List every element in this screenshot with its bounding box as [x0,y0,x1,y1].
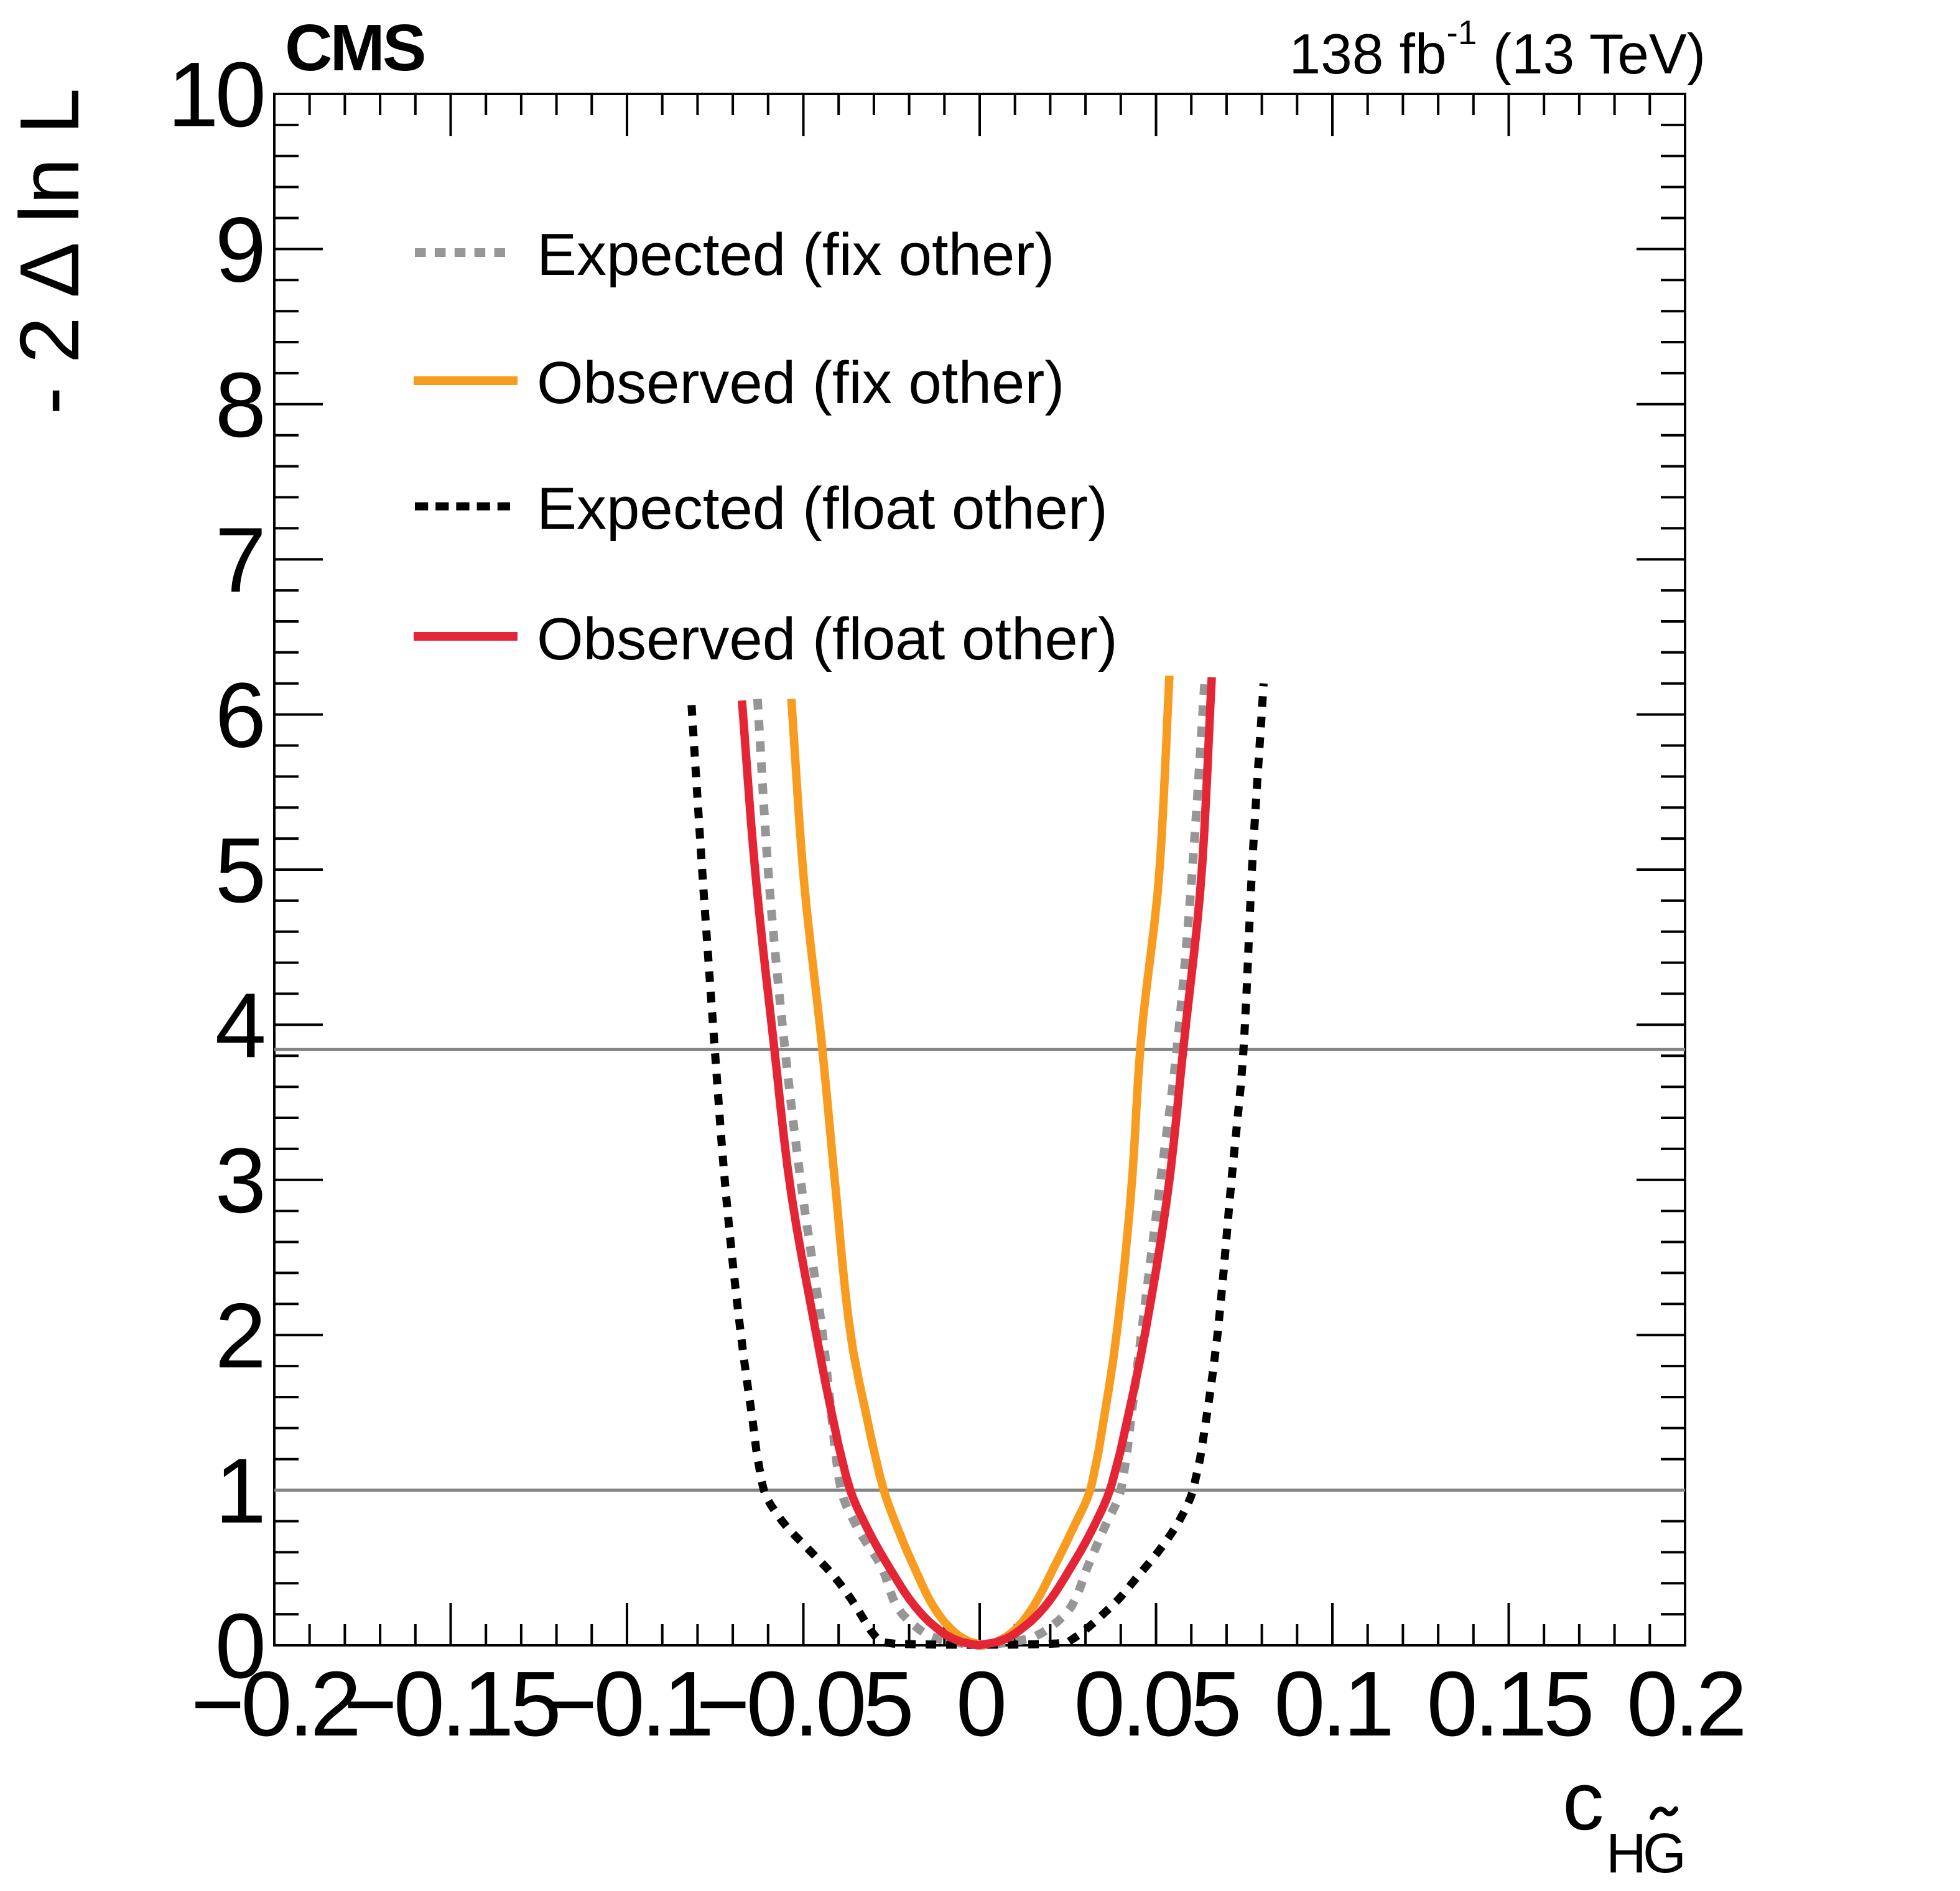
svg-text:−0.2: −0.2 [191,1653,358,1755]
svg-text:0.1: 0.1 [1274,1653,1391,1755]
svg-text:1: 1 [215,1440,262,1543]
svg-text:HG: HG [1606,1823,1683,1885]
svg-text:0.2: 0.2 [1627,1653,1744,1755]
svg-text:138 fb-1 (13 TeV): 138 fb-1 (13 TeV) [1289,13,1706,86]
svg-text:3: 3 [215,1130,262,1232]
svg-text:- 2 Δ ln L: - 2 Δ ln L [2,88,96,415]
svg-text:6: 6 [215,664,262,767]
svg-text:2: 2 [215,1285,262,1387]
svg-text:0: 0 [215,1595,263,1698]
svg-text:−0.15: −0.15 [343,1653,558,1755]
svg-text:CMS: CMS [285,11,424,85]
svg-text:9: 9 [215,198,262,301]
svg-text:4: 4 [215,974,264,1077]
svg-text:Expected (fix other): Expected (fix other) [537,221,1054,288]
svg-text:10: 10 [167,44,262,146]
svg-text:8: 8 [215,354,262,457]
svg-text:−0.05: −0.05 [696,1653,911,1755]
svg-text:−0.1: −0.1 [544,1653,710,1755]
svg-text:Expected (float other): Expected (float other) [537,475,1108,542]
svg-text:c: c [1563,1755,1604,1847]
svg-text:0.15: 0.15 [1426,1653,1591,1755]
svg-text:Observed (float other): Observed (float other) [537,606,1118,672]
svg-text:0.05: 0.05 [1074,1653,1238,1755]
svg-text:Observed (fix other): Observed (fix other) [537,350,1064,416]
svg-text:0: 0 [956,1653,1004,1755]
svg-text:5: 5 [215,819,263,922]
svg-text:7: 7 [215,509,262,611]
